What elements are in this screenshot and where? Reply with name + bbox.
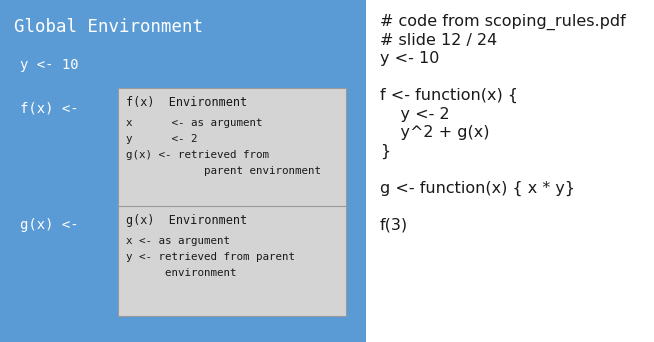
Text: y <- retrieved from parent: y <- retrieved from parent xyxy=(126,252,295,262)
Text: y      <- 2: y <- 2 xyxy=(126,134,198,144)
Bar xyxy=(358,0,366,342)
Text: environment: environment xyxy=(126,268,237,278)
Text: x      <- as argument: x <- as argument xyxy=(126,118,262,128)
Text: f <- function(x) {: f <- function(x) { xyxy=(379,88,517,103)
Text: y <- 10: y <- 10 xyxy=(379,51,439,66)
Text: }: } xyxy=(379,144,390,159)
Bar xyxy=(118,88,346,210)
Text: y <- 2: y <- 2 xyxy=(379,106,449,121)
Text: Global Environment: Global Environment xyxy=(14,18,203,36)
Text: g(x) <- retrieved from: g(x) <- retrieved from xyxy=(126,150,269,160)
Text: g <- function(x) { x * y}: g <- function(x) { x * y} xyxy=(379,181,575,196)
Text: x <- as argument: x <- as argument xyxy=(126,236,230,246)
Bar xyxy=(118,206,346,316)
Text: y <- 10: y <- 10 xyxy=(20,58,78,72)
Text: g(x) <-: g(x) <- xyxy=(20,218,78,232)
Text: # slide 12 / 24: # slide 12 / 24 xyxy=(379,32,497,48)
Text: f(x) <-: f(x) <- xyxy=(20,102,78,116)
Text: # code from scoping_rules.pdf: # code from scoping_rules.pdf xyxy=(379,14,625,30)
Text: f(3): f(3) xyxy=(379,218,407,233)
Text: y^2 + g(x): y^2 + g(x) xyxy=(379,125,489,140)
Text: parent environment: parent environment xyxy=(126,166,321,176)
Text: g(x)  Environment: g(x) Environment xyxy=(126,214,247,227)
Text: f(x)  Environment: f(x) Environment xyxy=(126,96,247,109)
Bar xyxy=(0,0,358,342)
